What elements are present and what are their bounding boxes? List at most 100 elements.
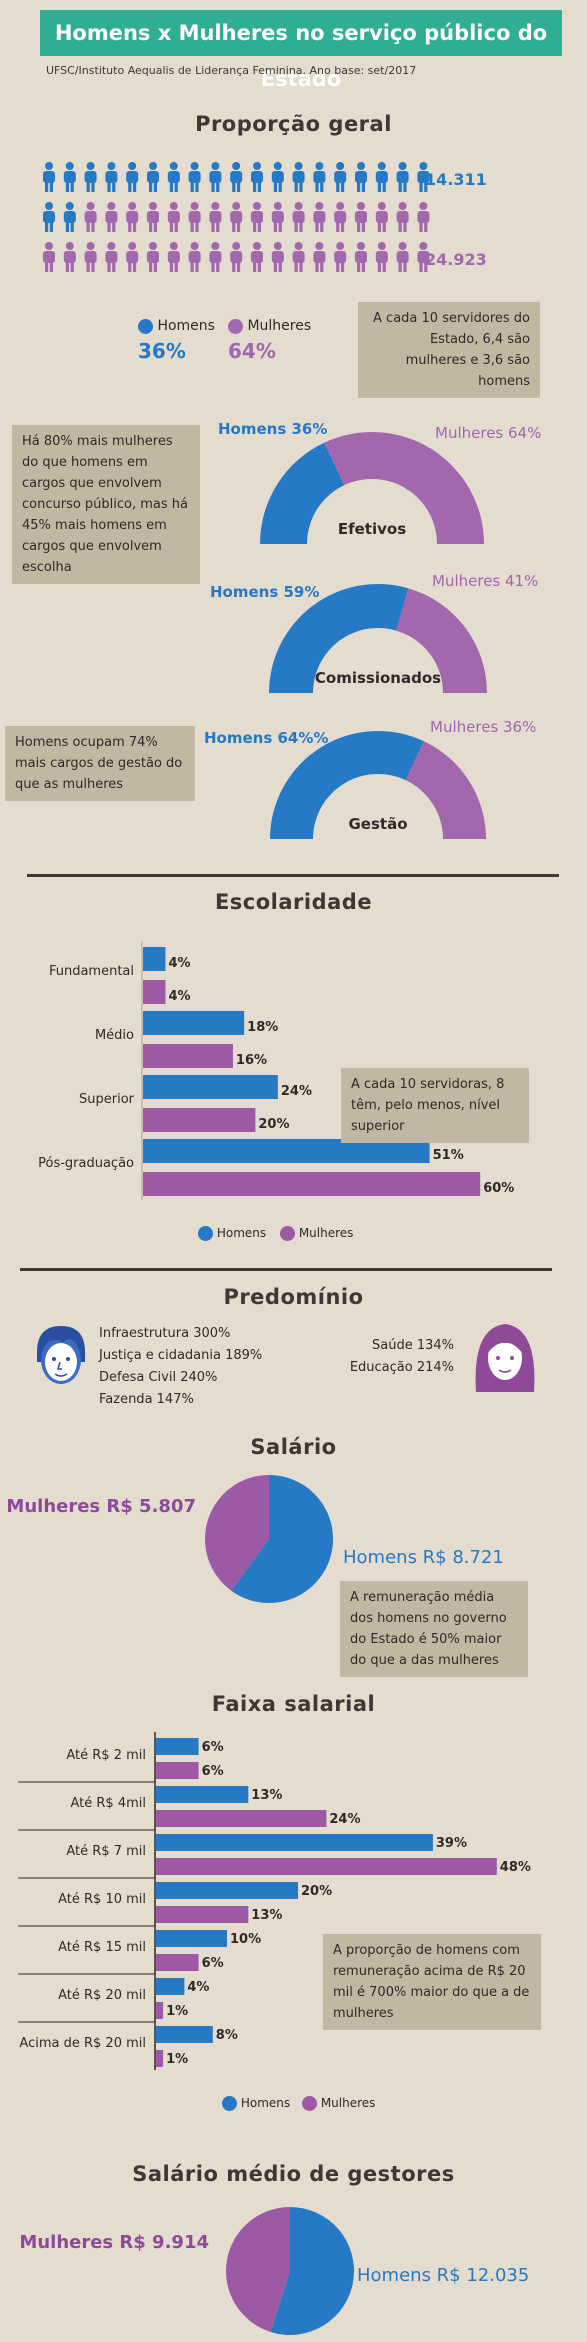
- person-head: [315, 162, 324, 170]
- category-label: Até R$ 7 mil: [66, 1844, 146, 1859]
- person-body: [271, 171, 284, 183]
- donut-segment-homens: [270, 731, 424, 839]
- person-head: [419, 242, 428, 250]
- legend-label: Homens: [216, 1226, 267, 1240]
- legend-mulheres-label: Mulheres: [247, 318, 312, 334]
- escolaridade-legend-mulheres: Mulheres: [280, 1226, 353, 1241]
- person-body: [147, 251, 159, 263]
- person-leg: [153, 182, 157, 192]
- person-body: [313, 211, 326, 223]
- pie-label-mulheres: Mulheres R$ 5.807: [6, 1496, 196, 1517]
- person-head: [86, 162, 95, 170]
- person-leg: [49, 262, 53, 272]
- person-body: [43, 211, 55, 223]
- person-body: [105, 251, 118, 263]
- person-body: [167, 251, 180, 263]
- person-leg: [253, 222, 257, 232]
- person-body: [271, 251, 284, 263]
- bar-mulheres: [156, 1858, 497, 1875]
- person-leg: [361, 262, 365, 272]
- source-note: UFSC/Instituto Aequalis de Liderança Fem…: [46, 64, 417, 77]
- person-leg: [315, 182, 319, 192]
- person-head: [149, 242, 157, 250]
- person-body: [313, 251, 326, 263]
- bar-value-label: 24%: [281, 1084, 312, 1099]
- person-body: [84, 171, 97, 183]
- donut-segment-homens: [260, 442, 345, 544]
- person-icon: [355, 202, 367, 232]
- person-head: [294, 202, 303, 210]
- person-icon: [147, 202, 159, 232]
- person-head: [107, 162, 116, 170]
- person-leg: [65, 262, 69, 272]
- person-icon: [230, 162, 243, 192]
- person-body: [292, 211, 305, 223]
- person-leg: [361, 222, 365, 232]
- person-leg: [216, 262, 220, 272]
- person-head: [377, 162, 386, 170]
- category-label: Pós-graduação: [38, 1156, 134, 1171]
- person-icon: [375, 202, 388, 232]
- mulheres-dot-icon: [280, 1226, 295, 1241]
- person-icon: [167, 242, 180, 272]
- person-leg: [403, 262, 407, 272]
- bar-value-label: 16%: [236, 1053, 267, 1068]
- person-body: [355, 251, 367, 263]
- person-leg: [174, 222, 178, 232]
- person-head: [190, 242, 199, 250]
- donut-label-homens: Homens 64%%: [204, 729, 328, 747]
- person-leg: [195, 222, 199, 232]
- person-body: [84, 251, 97, 263]
- person-leg: [336, 182, 340, 192]
- donut-label-homens: Homens 59%: [210, 583, 319, 601]
- person-head: [169, 242, 178, 250]
- pie-label-homens: Homens R$ 12.035: [357, 2265, 529, 2286]
- person-icon: [43, 242, 55, 272]
- person-head: [45, 162, 53, 170]
- person-head: [377, 202, 386, 210]
- escolaridade-legend-homens: Homens: [198, 1226, 266, 1241]
- person-icon: [375, 242, 388, 272]
- person-icon: [230, 242, 243, 272]
- person-leg: [211, 222, 215, 232]
- person-leg: [195, 262, 199, 272]
- person-leg: [149, 222, 153, 232]
- person-leg: [403, 222, 407, 232]
- pie-slice-homens: [231, 1475, 333, 1603]
- pictogram-chart: [43, 162, 430, 272]
- person-icon: [209, 202, 222, 232]
- category-label: Acima de R$ 20 mil: [19, 2036, 146, 2051]
- person-body: [126, 171, 139, 183]
- person-icon: [271, 202, 284, 232]
- person-leg: [294, 262, 298, 272]
- person-body: [375, 211, 388, 223]
- person-head: [419, 162, 428, 170]
- person-leg: [112, 222, 116, 232]
- bar-value-label: 20%: [258, 1117, 289, 1132]
- pct-mulheres: 64%: [228, 339, 276, 363]
- person-head: [232, 162, 241, 170]
- person-icon: [251, 202, 263, 232]
- category-label: Até R$ 15 mil: [58, 1940, 146, 1955]
- person-leg: [424, 262, 428, 272]
- bar-mulheres: [143, 980, 166, 1004]
- person-body: [188, 171, 201, 183]
- donut-segment-mulheres: [324, 432, 484, 544]
- person-leg: [237, 262, 241, 272]
- person-head: [86, 242, 95, 250]
- person-body: [230, 171, 243, 183]
- bar-homens: [143, 1075, 278, 1099]
- person-icon: [292, 242, 305, 272]
- person-leg: [112, 182, 116, 192]
- person-body: [375, 251, 388, 263]
- person-icon: [334, 242, 347, 272]
- person-body: [313, 171, 326, 183]
- predominio-item: Infraestrutura 300%: [99, 1326, 231, 1341]
- donut-label-mulheres: Mulheres 36%: [430, 718, 536, 736]
- person-body: [334, 211, 347, 223]
- person-head: [336, 242, 345, 250]
- person-leg: [232, 182, 236, 192]
- bar-homens: [156, 1930, 227, 1947]
- person-icon: [313, 162, 326, 192]
- person-head: [128, 162, 137, 170]
